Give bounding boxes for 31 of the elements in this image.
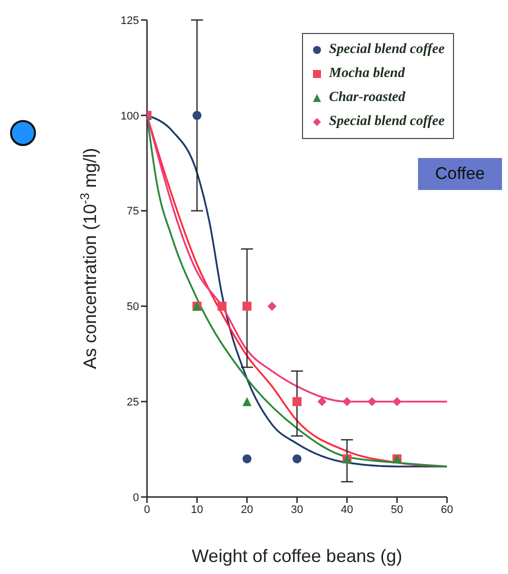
y-tick-label: 0: [132, 492, 139, 504]
point: [242, 302, 252, 311]
point: [218, 302, 226, 311]
x-tick-label: 20: [240, 504, 254, 516]
y-tick-label: 125: [120, 14, 139, 27]
x-tick-label: 60: [440, 504, 454, 516]
y-tick-label: 50: [126, 301, 139, 314]
x-tick-label: 30: [290, 504, 304, 516]
y-tick-label: 75: [126, 206, 139, 218]
point: [292, 454, 302, 464]
legend-label: Special blend coffee: [329, 41, 445, 59]
point: [368, 397, 376, 406]
y-tick-label: 25: [126, 396, 139, 409]
point: [342, 397, 352, 406]
x-tick-label: 40: [340, 504, 354, 516]
x-axis-title: Weight of coffee beans (g): [192, 546, 402, 566]
x-tick-label: 50: [390, 504, 404, 516]
point: [392, 397, 402, 406]
y-tick-label: 100: [120, 110, 139, 122]
point: [242, 397, 252, 406]
point: [268, 302, 276, 311]
point: [192, 110, 202, 120]
point: [242, 454, 252, 464]
legend-label: Mocha blend: [329, 65, 405, 83]
legend-label: Char-roasted: [329, 89, 406, 107]
legend-label: Special blend coffee: [329, 113, 445, 131]
x-tick-label: 10: [190, 504, 204, 516]
annotation: Coffee: [418, 158, 502, 190]
x-tick-label: 0: [144, 504, 150, 516]
point: [318, 397, 326, 406]
point: [292, 397, 302, 406]
